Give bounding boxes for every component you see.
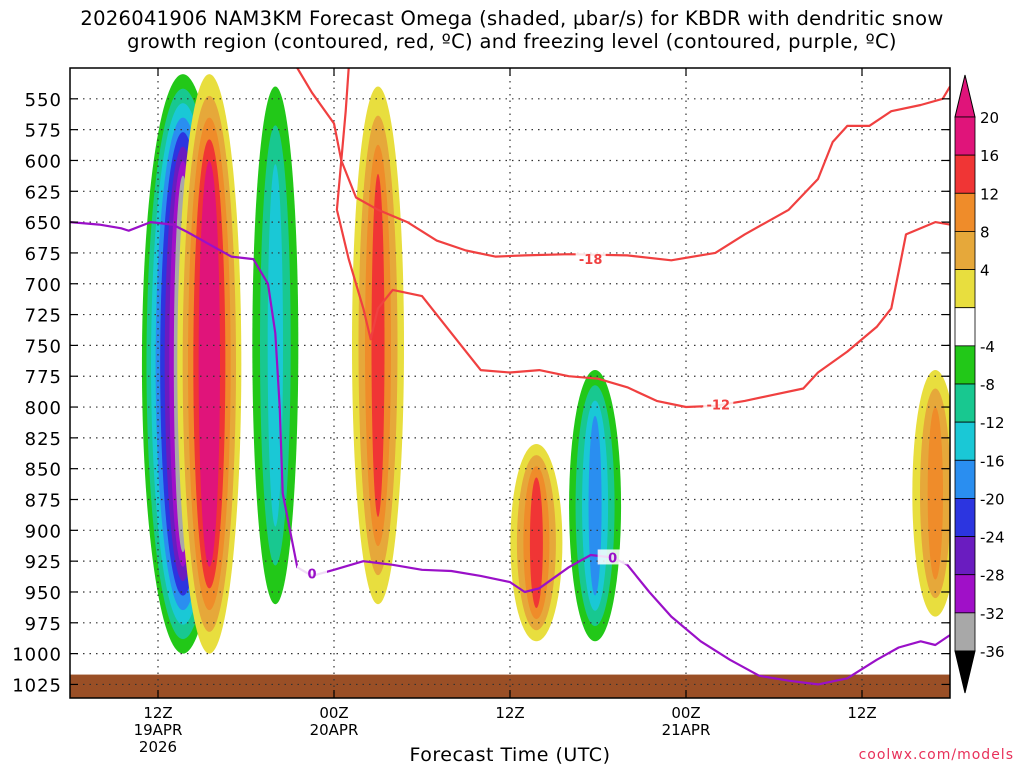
y-tick-label-925: 925: [25, 552, 62, 573]
y-tick-label-1025: 1025: [12, 675, 62, 696]
omega-feature-5-level-4: [588, 415, 602, 596]
y-tick-label-875: 875: [25, 491, 62, 512]
colorbar-label-m28: -28: [980, 567, 1005, 585]
omega-feature-4-level-4: [529, 477, 543, 608]
y-tick-label-900: 900: [25, 521, 62, 542]
colorbar-bin-9: [954, 459, 976, 499]
contour-labels: -18 -12 0 0: [297, 251, 734, 582]
contour-lines: [70, 68, 950, 686]
y-tick-label-700: 700: [25, 275, 62, 296]
y-tick-label-775: 775: [25, 367, 62, 388]
y-tick-label-725: 725: [25, 306, 62, 327]
colorbar-bin-11: [954, 536, 976, 576]
colorbar-label-8: 8: [980, 223, 990, 241]
colorbar-bin-6: [954, 345, 976, 385]
colorbar-bin-13: [954, 612, 976, 652]
omega-feature-3-level-4: [371, 173, 385, 517]
colorbar-label-m36: -36: [980, 643, 1005, 661]
x-tick-label-36-0: 12Z: [495, 704, 524, 722]
colorbar-bin-0: [954, 116, 976, 156]
colorbar-label-m4: -4: [980, 338, 995, 356]
y-tick-label-550: 550: [25, 90, 62, 111]
y-tick-label-800: 800: [25, 398, 62, 419]
pressure-axis: 550 575 600 625 650 675 700 725 750 775 800 825 850 8…: [12, 90, 950, 696]
y-tick-label-600: 600: [25, 151, 62, 172]
colorbar-label-m8: -8: [980, 376, 995, 394]
x-tick-label-24-0: 00Z: [319, 704, 348, 722]
y-tick-label-675: 675: [25, 244, 62, 265]
colorbar-label-m12: -12: [980, 414, 1005, 432]
colorbar: 20 16 12 8 4 -4 -8 -12 -16 -20 -24 -28 -32 -36: [954, 74, 1005, 694]
colorbar-label-m16: -16: [980, 452, 1005, 470]
contour-m12-1: [296, 68, 950, 409]
colorbar-label-20: 20: [980, 109, 999, 127]
colorbar-bottom-arrow: [954, 650, 976, 694]
omega-feature-6-level-3: [927, 407, 943, 580]
contour-label-bg-1: [703, 396, 734, 412]
contour-label-1: -12: [707, 399, 731, 414]
x-tick-label-12-1: 19APR: [134, 721, 183, 739]
colorbar-bin-4: [954, 269, 976, 309]
y-tick-label-950: 950: [25, 583, 62, 604]
y-tick-label-575: 575: [25, 121, 62, 142]
x-tick-label-12-2: 2026: [139, 738, 177, 756]
omega-shading: [141, 74, 950, 654]
y-tick-label-825: 825: [25, 429, 62, 450]
x-tick-label-60-0: 12Z: [847, 704, 876, 722]
x-tick-label-48-0: 00Z: [671, 704, 700, 722]
contour-m18-0: [340, 68, 950, 262]
y-tick-label-975: 975: [25, 614, 62, 635]
contour-label-0: -18: [579, 253, 603, 268]
colorbar-label-m24: -24: [980, 529, 1005, 547]
colorbar-bin-8: [954, 421, 976, 461]
x-tick-label-12-0: 12Z: [143, 704, 172, 722]
grid-lines: [70, 68, 950, 698]
colorbar-label-m20: -20: [980, 490, 1005, 508]
colorbar-bin-5: [954, 307, 976, 347]
contour-label-2: 0: [608, 551, 617, 566]
colorbar-label-16: 16: [980, 147, 999, 165]
y-tick-label-625: 625: [25, 182, 62, 203]
x-tick-label-48-1: 21APR: [662, 721, 711, 739]
colorbar-bin-1: [954, 154, 976, 194]
colorbar-label-m32: -32: [980, 605, 1005, 623]
colorbar-bin-3: [954, 231, 976, 270]
y-tick-label-650: 650: [25, 213, 62, 234]
contour-label-3: 0: [307, 567, 316, 582]
contour-label-bg-3: [297, 565, 327, 581]
colorbar-bin-10: [954, 498, 976, 537]
y-tick-label-850: 850: [25, 460, 62, 481]
contour-label-bg-0: [575, 251, 606, 267]
colorbar-label-4: 4: [980, 262, 990, 280]
y-tick-label-750: 750: [25, 336, 62, 357]
site-credit: coolwx.com/models: [858, 747, 1014, 763]
chart-title-line2: growth region (contoured, red, ºC) and f…: [127, 30, 897, 53]
colorbar-bin-7: [954, 383, 976, 423]
contour-label-bg-2: [597, 549, 628, 565]
contour-0-2: [70, 221, 950, 686]
colorbar-top-arrow: [954, 74, 976, 118]
colorbar-label-12: 12: [980, 185, 999, 203]
y-tick-label-1000: 1000: [12, 645, 62, 666]
omega-feature-1-level-6: [204, 182, 215, 545]
x-tick-label-24-1: 20APR: [310, 721, 359, 739]
chart-title-line1: 2026041906 NAM3KM Forecast Omega (shaded…: [80, 7, 944, 30]
colorbar-bin-2: [954, 192, 976, 232]
x-axis-label: Forecast Time (UTC): [409, 744, 611, 766]
colorbar-bin-12: [954, 574, 976, 614]
